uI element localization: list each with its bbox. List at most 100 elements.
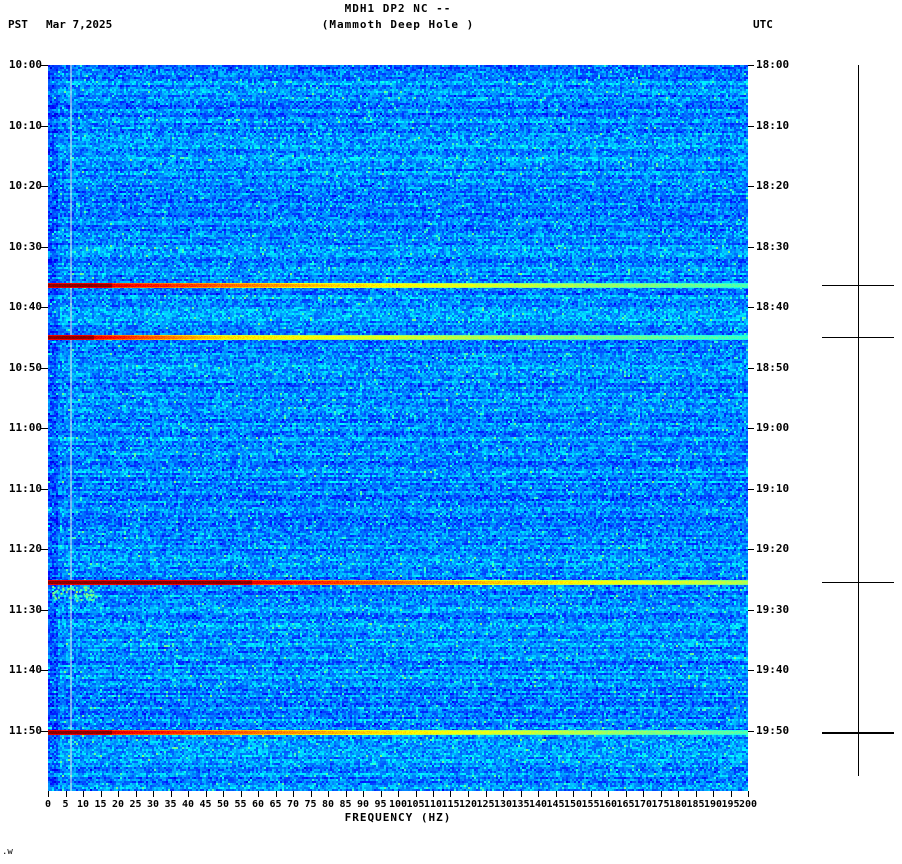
right-time-tick (748, 126, 754, 127)
frequency-tick (363, 791, 364, 797)
right-time-label: 19:00 (756, 421, 790, 434)
event-marker-tick (822, 732, 894, 734)
right-time-label: 18:00 (756, 58, 790, 71)
frequency-tick-label: 110 (423, 799, 443, 810)
frequency-tick-label: 60 (251, 799, 265, 810)
event-marker-tick (822, 582, 894, 583)
left-time-label: 10:10 (8, 118, 42, 132)
left-time-label: 11:30 (8, 602, 42, 616)
left-time-label: 11:20 (8, 542, 42, 555)
event-marker-tick (822, 337, 894, 338)
left-time-tick (41, 731, 48, 732)
right-time-tick (748, 549, 754, 550)
footer-note: .w (2, 847, 13, 857)
frequency-tick (696, 791, 697, 797)
frequency-tick-label: 170 (633, 799, 653, 810)
left-time-tick (41, 428, 48, 429)
frequency-tick-label: 65 (269, 799, 282, 810)
frequency-tick (381, 791, 382, 797)
frequency-tick-label: 95 (374, 799, 387, 810)
frequency-tick (276, 791, 277, 797)
frequency-tick-label: 195 (721, 799, 740, 810)
frequency-tick (608, 791, 609, 797)
right-time-label: 19:50 (756, 723, 790, 737)
frequency-tick (118, 791, 119, 797)
frequency-tick-label: 185 (686, 799, 705, 810)
timezone-right-label: UTC (753, 18, 773, 31)
left-time-label: 10:00 (8, 58, 42, 71)
frequency-tick (293, 791, 294, 797)
right-time-tick (748, 731, 754, 732)
frequency-tick-label: 70 (286, 799, 300, 810)
page-title: MDH1 DP2 NC -- (344, 2, 452, 15)
frequency-tick-label: 20 (111, 799, 125, 810)
frequency-tick (556, 791, 557, 797)
right-time-tick (748, 65, 754, 66)
left-time-label: 11:10 (8, 481, 42, 495)
frequency-tick (678, 791, 679, 797)
frequency-tick-label: 130 (493, 799, 513, 810)
frequency-tick (241, 791, 242, 797)
right-time-label: 19:20 (756, 542, 790, 555)
frequency-tick-label: 0 (44, 799, 52, 810)
right-time-label: 18:20 (756, 179, 790, 192)
frequency-tick-label: 55 (234, 799, 247, 810)
frequency-tick (188, 791, 189, 797)
page-subtitle: (Mammoth Deep Hole ) (321, 18, 475, 31)
frequency-tick-label: 35 (164, 799, 177, 810)
right-time-tick (748, 610, 754, 611)
frequency-tick (573, 791, 574, 797)
frequency-tick (101, 791, 102, 797)
frequency-tick-label: 175 (651, 799, 670, 810)
frequency-tick (503, 791, 504, 797)
left-time-tick (41, 489, 48, 490)
frequency-tick-label: 120 (458, 799, 478, 810)
frequency-tick-label: 135 (511, 799, 530, 810)
left-time-label: 10:30 (8, 239, 42, 253)
frequency-tick (48, 791, 49, 797)
frequency-tick-label: 165 (616, 799, 635, 810)
right-time-tick (748, 670, 754, 671)
frequency-tick (153, 791, 154, 797)
frequency-tick (468, 791, 469, 797)
frequency-tick (223, 791, 224, 797)
frequency-tick (66, 791, 67, 797)
frequency-tick-label: 10 (76, 799, 90, 810)
left-time-tick (41, 610, 48, 611)
frequency-tick (450, 791, 451, 797)
left-time-tick (41, 670, 48, 671)
frequency-tick-label: 30 (146, 799, 160, 810)
right-time-tick (748, 368, 754, 369)
left-time-label: 11:40 (8, 663, 42, 676)
right-time-tick (748, 307, 754, 308)
left-time-tick (41, 186, 48, 187)
frequency-tick-label: 115 (441, 799, 460, 810)
frequency-tick-label: 200 (738, 799, 758, 810)
left-time-tick (41, 65, 48, 66)
frequency-tick (206, 791, 207, 797)
frequency-tick (731, 791, 732, 797)
frequency-tick-label: 5 (62, 799, 69, 810)
right-time-label: 18:40 (756, 300, 790, 313)
left-time-tick (41, 247, 48, 248)
frequency-tick-label: 90 (356, 799, 370, 810)
left-time-label: 10:50 (8, 360, 42, 374)
frequency-tick-label: 145 (546, 799, 565, 810)
frequency-tick-label: 160 (598, 799, 618, 810)
left-time-tick (41, 368, 48, 369)
frequency-tick (346, 791, 347, 797)
frequency-tick (661, 791, 662, 797)
right-time-label: 18:30 (756, 239, 790, 253)
frequency-tick (713, 791, 714, 797)
frequency-tick (398, 791, 399, 797)
frequency-tick (136, 791, 137, 797)
right-time-label: 18:50 (756, 360, 790, 374)
frequency-tick (83, 791, 84, 797)
frequency-tick-label: 180 (668, 799, 688, 810)
spectrogram-image (48, 65, 748, 791)
frequency-tick (643, 791, 644, 797)
frequency-tick (626, 791, 627, 797)
frequency-tick-label: 15 (94, 799, 107, 810)
frequency-tick-label: 150 (563, 799, 583, 810)
